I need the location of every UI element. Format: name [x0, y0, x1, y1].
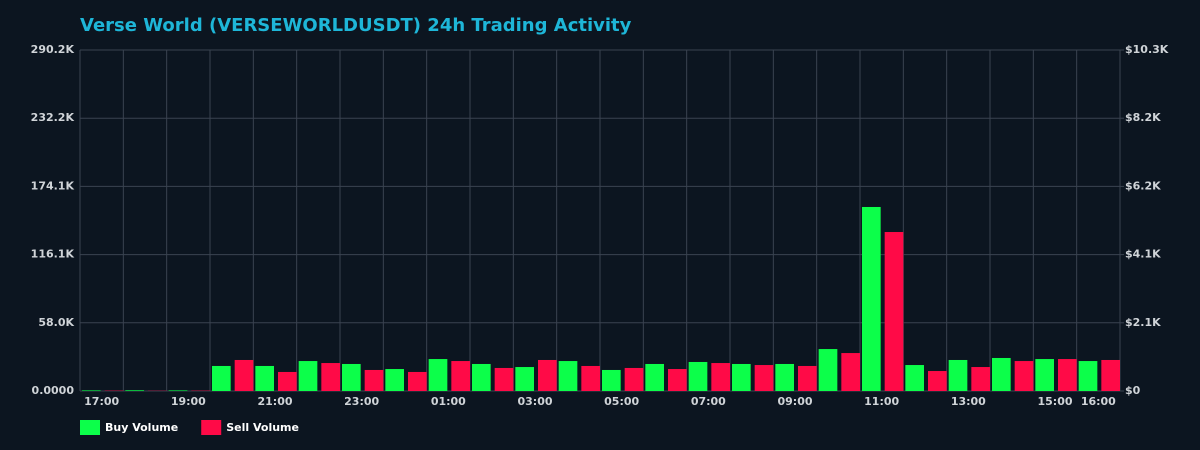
bar	[168, 390, 188, 391]
bar	[1078, 361, 1098, 391]
y-tick-label: 116.1K	[31, 248, 75, 261]
bar	[624, 367, 644, 391]
bar	[862, 206, 881, 391]
x-tick-label: 05:00	[604, 395, 639, 408]
bar	[321, 363, 340, 391]
legend-swatch	[201, 420, 222, 435]
x-tick-label: 23:00	[344, 395, 379, 408]
legend-label: Sell Volume	[226, 421, 299, 434]
bar	[364, 369, 384, 391]
x-tick-label: 01:00	[431, 395, 466, 408]
x-tick-label: 13:00	[951, 395, 986, 408]
bar	[82, 390, 101, 391]
x-tick-label: 15:00	[1037, 395, 1072, 408]
bar	[494, 367, 514, 391]
y-tick-label: 0.0000	[32, 384, 75, 397]
bar	[905, 365, 924, 391]
chart-title: Verse World (VERSEWORLDUSDT) 24h Trading…	[80, 15, 632, 36]
y2-tick-label: $8.2K	[1125, 111, 1161, 124]
bar	[1058, 359, 1077, 391]
bar	[278, 371, 297, 391]
y2-tick-label: $6.2K	[1125, 179, 1161, 192]
y2-tick-label: $4.1K	[1125, 248, 1161, 261]
bar	[928, 371, 947, 391]
bar	[342, 363, 361, 391]
bar	[948, 359, 968, 391]
bar	[798, 365, 817, 391]
y-tick-label: 232.2K	[31, 111, 75, 124]
bar	[841, 353, 860, 391]
bar	[408, 371, 427, 391]
bar	[971, 367, 990, 391]
bar	[558, 361, 578, 391]
bar	[581, 365, 600, 391]
bar	[451, 361, 470, 391]
bar	[255, 365, 274, 391]
bar	[602, 369, 621, 391]
x-tick-label: 17:00	[84, 395, 119, 408]
bar	[732, 363, 751, 391]
bar	[1014, 361, 1034, 391]
x-tick-label: 21:00	[257, 395, 292, 408]
bar	[428, 359, 448, 391]
bar	[538, 359, 557, 391]
bar	[884, 232, 904, 391]
x-tick-label: 03:00	[517, 395, 552, 408]
y-tick-label: 174.1K	[31, 179, 75, 192]
bar	[385, 369, 404, 391]
bar	[992, 357, 1011, 391]
bar	[711, 363, 730, 391]
y-tick-label: 58.0K	[38, 316, 74, 329]
y-tick-label: 290.2K	[31, 43, 75, 56]
bar	[645, 363, 664, 391]
bar	[472, 363, 491, 391]
bar	[212, 365, 231, 391]
bar	[515, 367, 534, 391]
bar	[234, 359, 254, 391]
x-tick-label: 19:00	[171, 395, 206, 408]
bar	[775, 363, 794, 391]
bar	[754, 365, 774, 391]
bar	[818, 349, 838, 391]
y2-tick-label: $10.3K	[1125, 43, 1169, 56]
bar	[1035, 359, 1054, 391]
x-tick-label: 11:00	[864, 395, 899, 408]
legend-label: Buy Volume	[105, 421, 178, 434]
bar	[298, 361, 318, 391]
bar	[688, 361, 708, 391]
bar	[1101, 359, 1120, 391]
y2-tick-label: $2.1K	[1125, 316, 1161, 329]
bar	[125, 390, 144, 391]
bar	[668, 369, 687, 391]
x-tick-label: 16:00	[1081, 395, 1116, 408]
x-tick-label: 09:00	[777, 395, 812, 408]
x-tick-label: 07:00	[691, 395, 726, 408]
y2-tick-label: $0	[1125, 384, 1141, 397]
legend-swatch	[80, 420, 100, 435]
